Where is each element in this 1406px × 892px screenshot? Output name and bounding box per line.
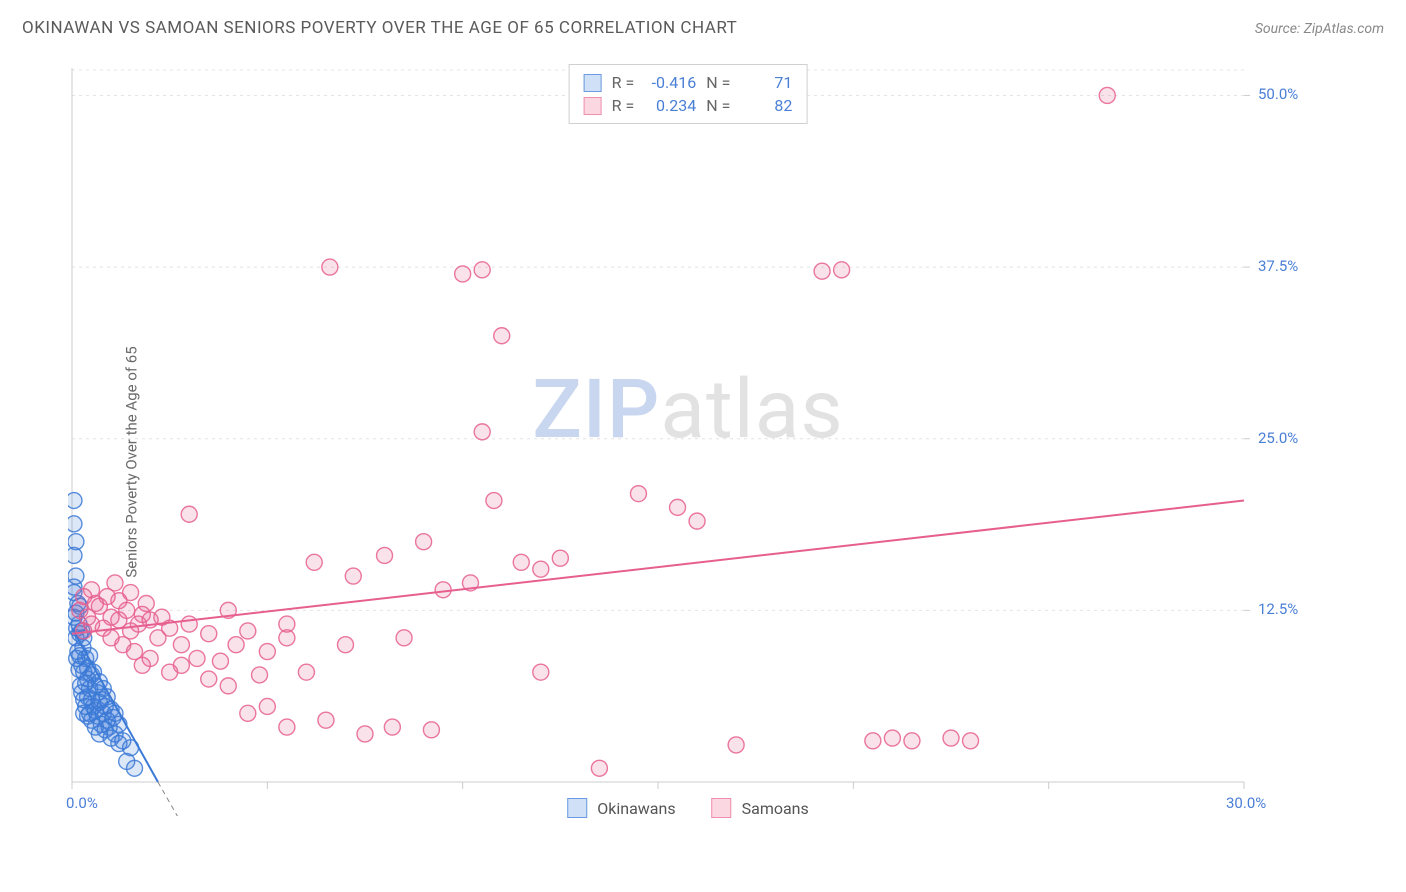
chart-header: OKINAWAN VS SAMOAN SENIORS POVERTY OVER … [0,0,1406,50]
y-tick-label: 25.0% [1258,429,1298,447]
y-tick-label: 12.5% [1258,600,1298,618]
stats-row-okinawans: R = -0.416 N = 71 [584,71,793,94]
y-tick-label: 37.5% [1258,257,1298,275]
plot-svg [68,64,1308,816]
scatter-plot: ZIPatlas R = -0.416 N = 71 R = 0.234 N =… [68,64,1308,816]
chart-source: Source: ZipAtlas.com [1255,21,1384,37]
legend-item-samoans: Samoans [712,798,809,818]
chart-area: Seniors Poverty Over the Age of 65 ZIPat… [22,52,1384,872]
legend-label: Okinawans [597,799,675,818]
legend: Okinawans Samoans [567,798,809,818]
legend-item-okinawans: Okinawans [567,798,675,818]
legend-label: Samoans [742,799,809,818]
y-tick-label: 50.0% [1258,85,1298,103]
swatch-okinawans-icon [567,798,587,818]
correlation-stats-box: R = -0.416 N = 71 R = 0.234 N = 82 [569,64,808,124]
swatch-okinawans-icon [584,74,602,92]
swatch-samoans-icon [712,798,732,818]
chart-title: OKINAWAN VS SAMOAN SENIORS POVERTY OVER … [22,18,737,38]
x-tick-label: 30.0% [1226,794,1266,812]
swatch-samoans-icon [584,97,602,115]
x-tick-label: 0.0% [66,794,98,812]
stats-row-samoans: R = 0.234 N = 82 [584,94,793,117]
